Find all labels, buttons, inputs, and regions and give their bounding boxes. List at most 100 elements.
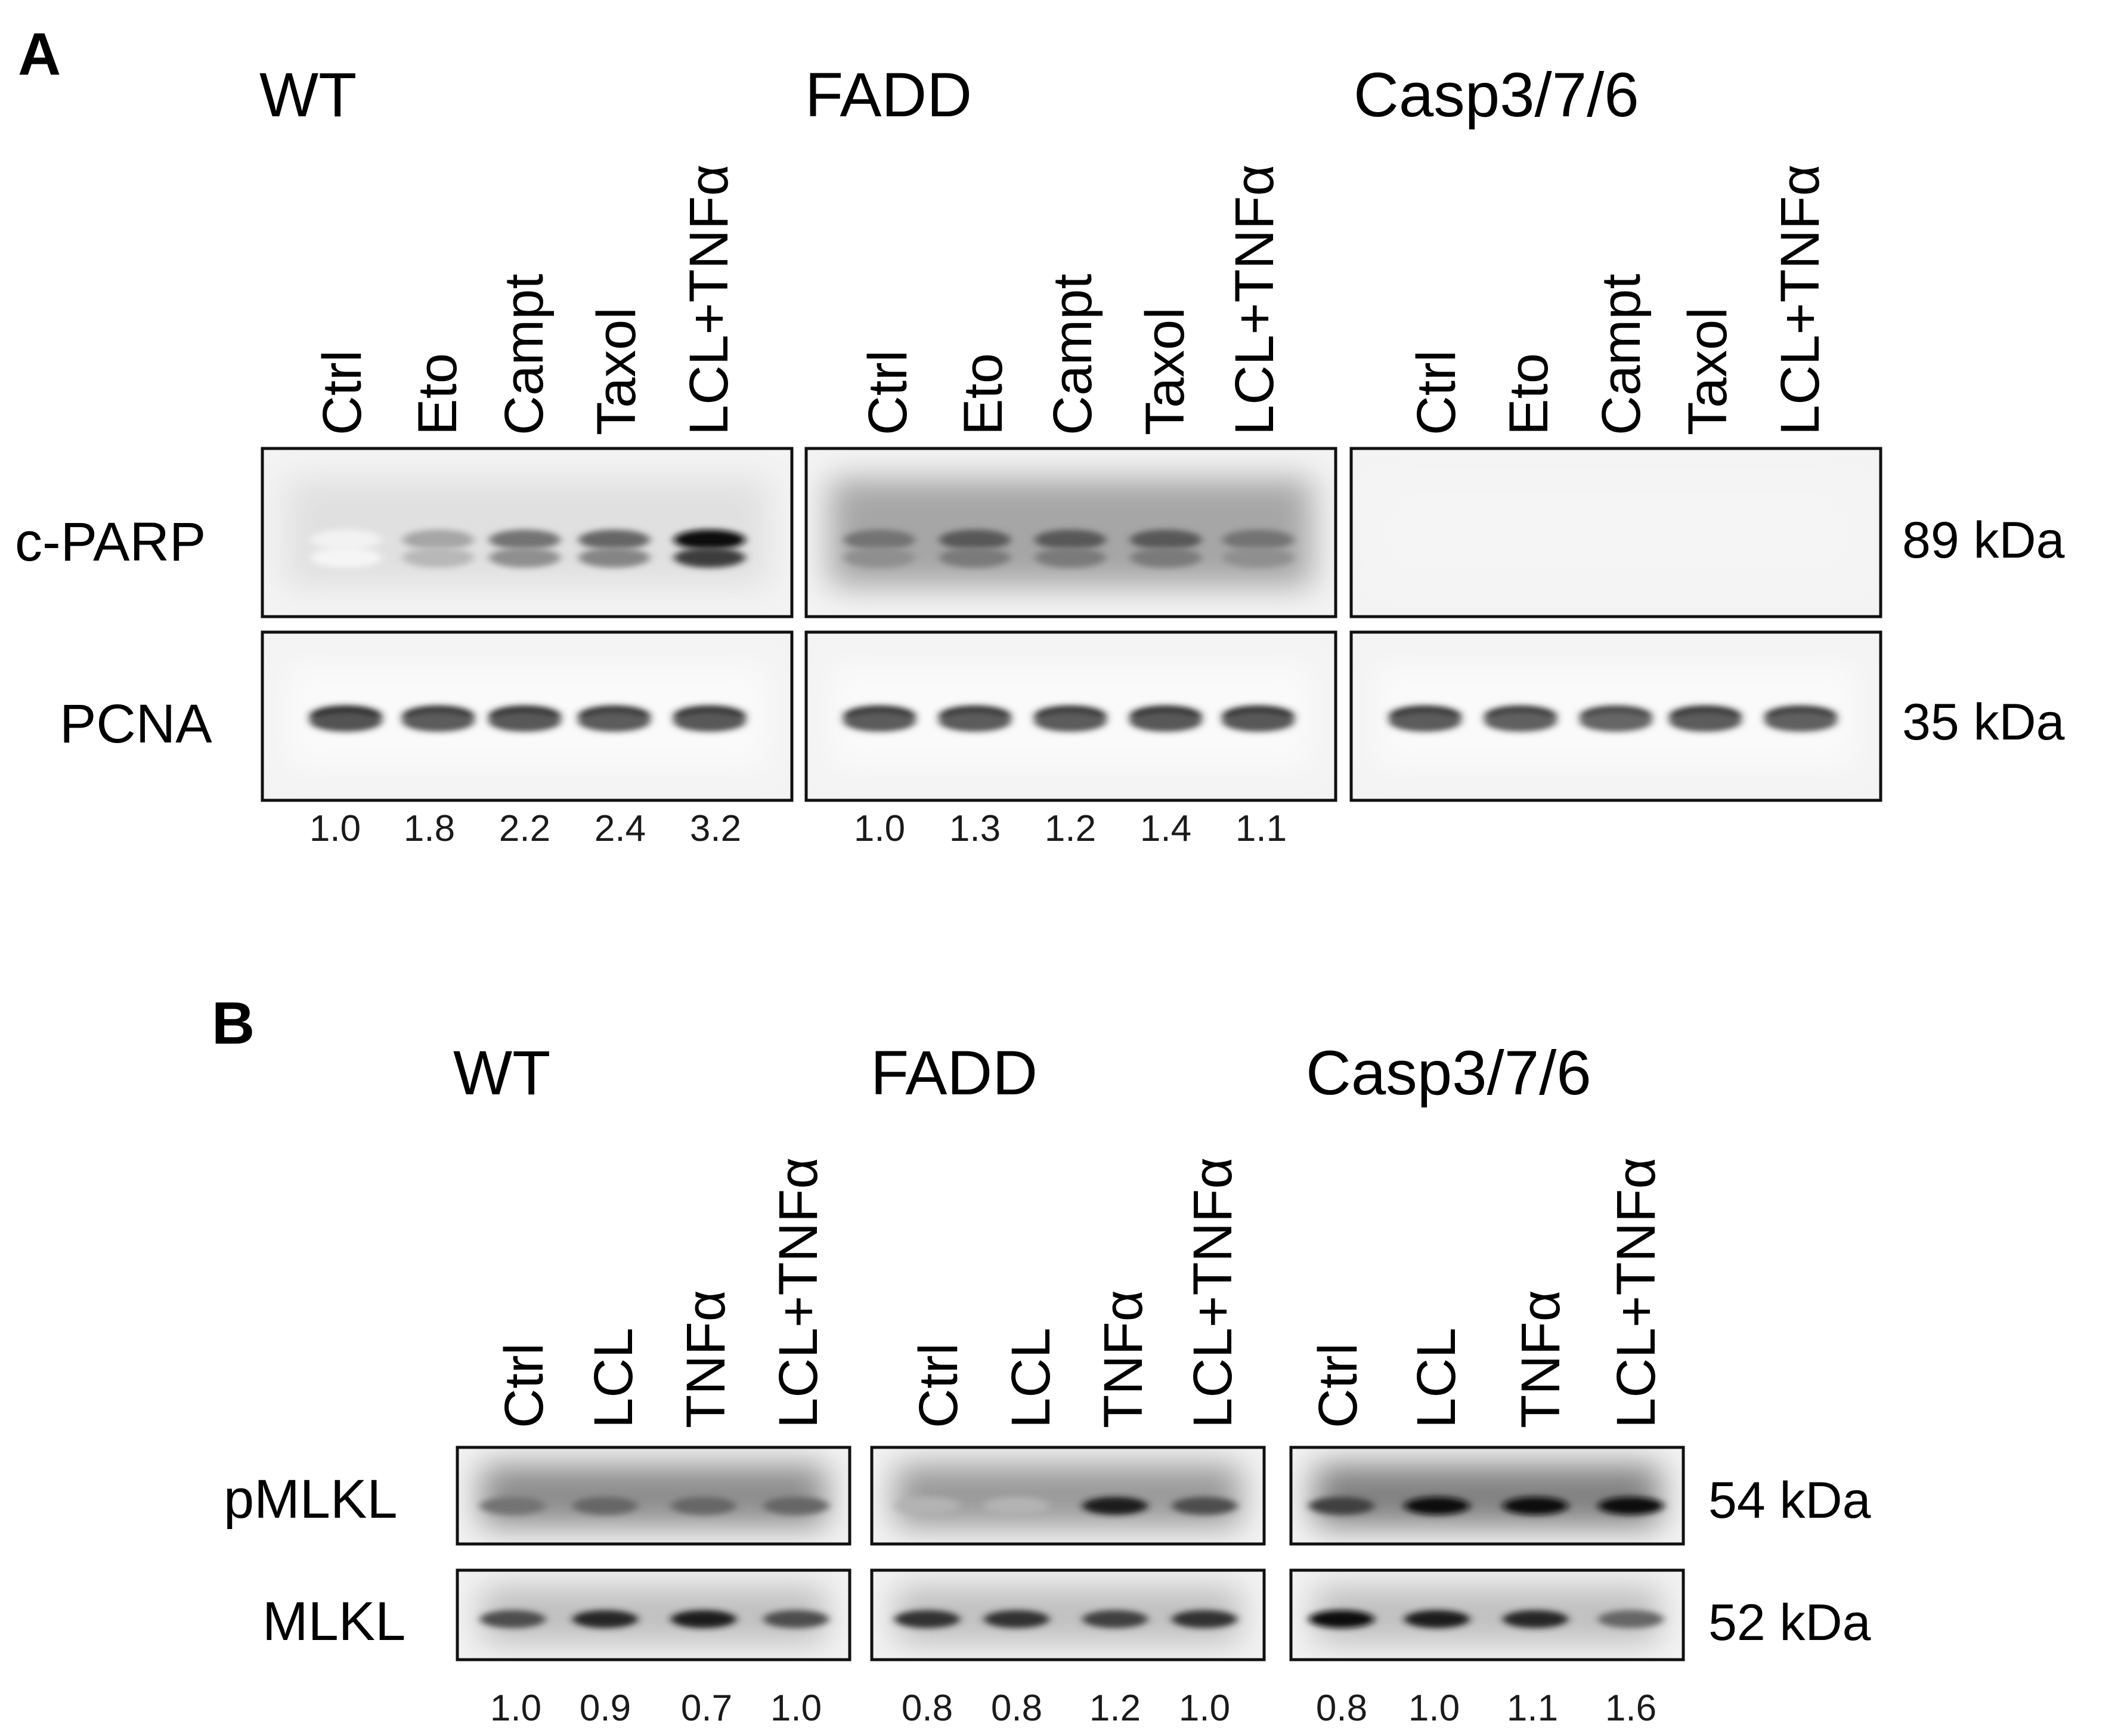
lane-label: Ctrl <box>312 350 373 435</box>
lane-label: Eto <box>953 353 1014 435</box>
quant-value: 1.1 <box>1507 1688 1558 1729</box>
panel-letter: B <box>212 990 255 1057</box>
lane-label: Campt <box>1042 274 1103 435</box>
blot-band <box>894 1610 960 1628</box>
kda-label: 35 kDa <box>1902 694 2065 751</box>
blot-band <box>1670 711 1741 732</box>
quant-value: 0.8 <box>991 1688 1042 1729</box>
blot-band <box>674 711 745 732</box>
blot-band <box>763 1497 829 1515</box>
blot-frame <box>870 1446 1266 1546</box>
blot-frame <box>261 447 794 618</box>
blot-band <box>1035 547 1106 568</box>
blot-band <box>939 530 1011 550</box>
blot-band <box>844 547 915 568</box>
blot-smear <box>896 1465 1240 1527</box>
blot-band <box>1130 711 1202 732</box>
quant-value: 1.3 <box>949 808 1001 849</box>
lane-label: Campt <box>1591 274 1652 435</box>
lane-label: Ctrl <box>1406 350 1467 435</box>
row-label: PCNA <box>60 694 212 754</box>
blot-band <box>1580 711 1652 732</box>
blot-band <box>572 1610 638 1628</box>
blot-band <box>1404 1610 1470 1628</box>
blot-pmlkl-casp <box>1289 1446 1685 1546</box>
blot-band <box>1222 547 1294 568</box>
kda-label: 52 kDa <box>1708 1594 1871 1651</box>
group-title: Casp3/7/6 <box>1354 60 1639 130</box>
quant-value: 2.4 <box>594 808 646 849</box>
lane-label: Ctrl <box>908 1343 969 1428</box>
blot-band <box>844 711 915 732</box>
lane-label: LCL+TNFα <box>1770 164 1831 435</box>
blot-band <box>310 547 382 568</box>
blot-band <box>984 1610 1049 1628</box>
blot-c-parp-wt <box>261 447 794 618</box>
blot-band <box>489 530 561 550</box>
blot-band <box>402 530 474 550</box>
lane-label: LCL+TNFα <box>768 1157 829 1428</box>
blot-image <box>872 1570 1264 1660</box>
blot-band <box>894 1497 960 1515</box>
blot-band <box>1503 1497 1568 1515</box>
blot-band <box>984 1497 1049 1515</box>
blot-band <box>310 530 382 550</box>
blot-pcna-fadd <box>804 630 1337 802</box>
quant-value: 1.8 <box>404 808 455 849</box>
lane-label: Eto <box>1498 353 1559 435</box>
blot-band <box>480 1497 546 1515</box>
blot-band <box>1389 711 1461 732</box>
quant-value: 1.6 <box>1605 1688 1656 1729</box>
blot-band <box>1309 1610 1374 1628</box>
blot-band <box>489 547 561 568</box>
blot-pcna-wt <box>261 630 794 802</box>
blot-image <box>1351 632 1881 800</box>
blot-image <box>806 448 1336 617</box>
blot-band <box>1598 1610 1664 1628</box>
blot-band <box>489 711 561 732</box>
blot-image <box>262 448 792 617</box>
group-title: WT <box>259 60 357 130</box>
lane-label: LCL <box>1406 1327 1467 1428</box>
kda-label: 89 kDa <box>1902 512 2065 569</box>
blot-image <box>1291 1570 1683 1660</box>
quant-value: 0.8 <box>902 1688 953 1729</box>
quant-value: 1.0 <box>1179 1688 1230 1729</box>
group-title: Casp3/7/6 <box>1306 1038 1591 1108</box>
blot-pmlkl-fadd <box>870 1446 1266 1546</box>
blot-band <box>402 547 474 568</box>
blot-frame <box>1289 1568 1685 1661</box>
blot-band <box>1130 530 1202 550</box>
lane-label: LCL+TNFα <box>1606 1157 1667 1428</box>
row-label: MLKL <box>262 1591 405 1652</box>
lane-label: Ctrl <box>857 350 918 435</box>
quant-value: 0.9 <box>580 1688 631 1729</box>
lane-label: LCL <box>1001 1327 1061 1428</box>
blot-frame <box>804 630 1337 802</box>
blot-band <box>939 711 1011 732</box>
blot-image <box>872 1447 1264 1544</box>
blot-band <box>939 547 1011 568</box>
blot-band <box>572 1497 638 1515</box>
blot-smear <box>481 1465 826 1527</box>
lane-label: Campt <box>494 274 555 435</box>
lane-label: Taxol <box>1135 307 1196 435</box>
quant-value: 1.0 <box>490 1688 541 1729</box>
quant-value: 1.0 <box>309 808 361 849</box>
blot-band <box>1035 711 1106 732</box>
blot-band <box>763 1610 829 1628</box>
blot-band <box>1222 711 1294 732</box>
blot-band <box>1172 1497 1237 1515</box>
lane-label: Eto <box>407 353 468 435</box>
quant-value: 1.2 <box>1089 1688 1141 1729</box>
blot-band <box>578 711 650 732</box>
blot-band <box>1309 1497 1374 1515</box>
blot-band <box>674 530 745 550</box>
blot-frame <box>1289 1446 1685 1546</box>
blot-pmlkl-wt <box>456 1446 851 1546</box>
quant-value: 1.0 <box>1408 1688 1460 1729</box>
blot-frame <box>261 630 794 802</box>
quant-value: 1.4 <box>1140 808 1191 849</box>
blot-band <box>1765 711 1837 732</box>
blot-band <box>671 1610 736 1628</box>
